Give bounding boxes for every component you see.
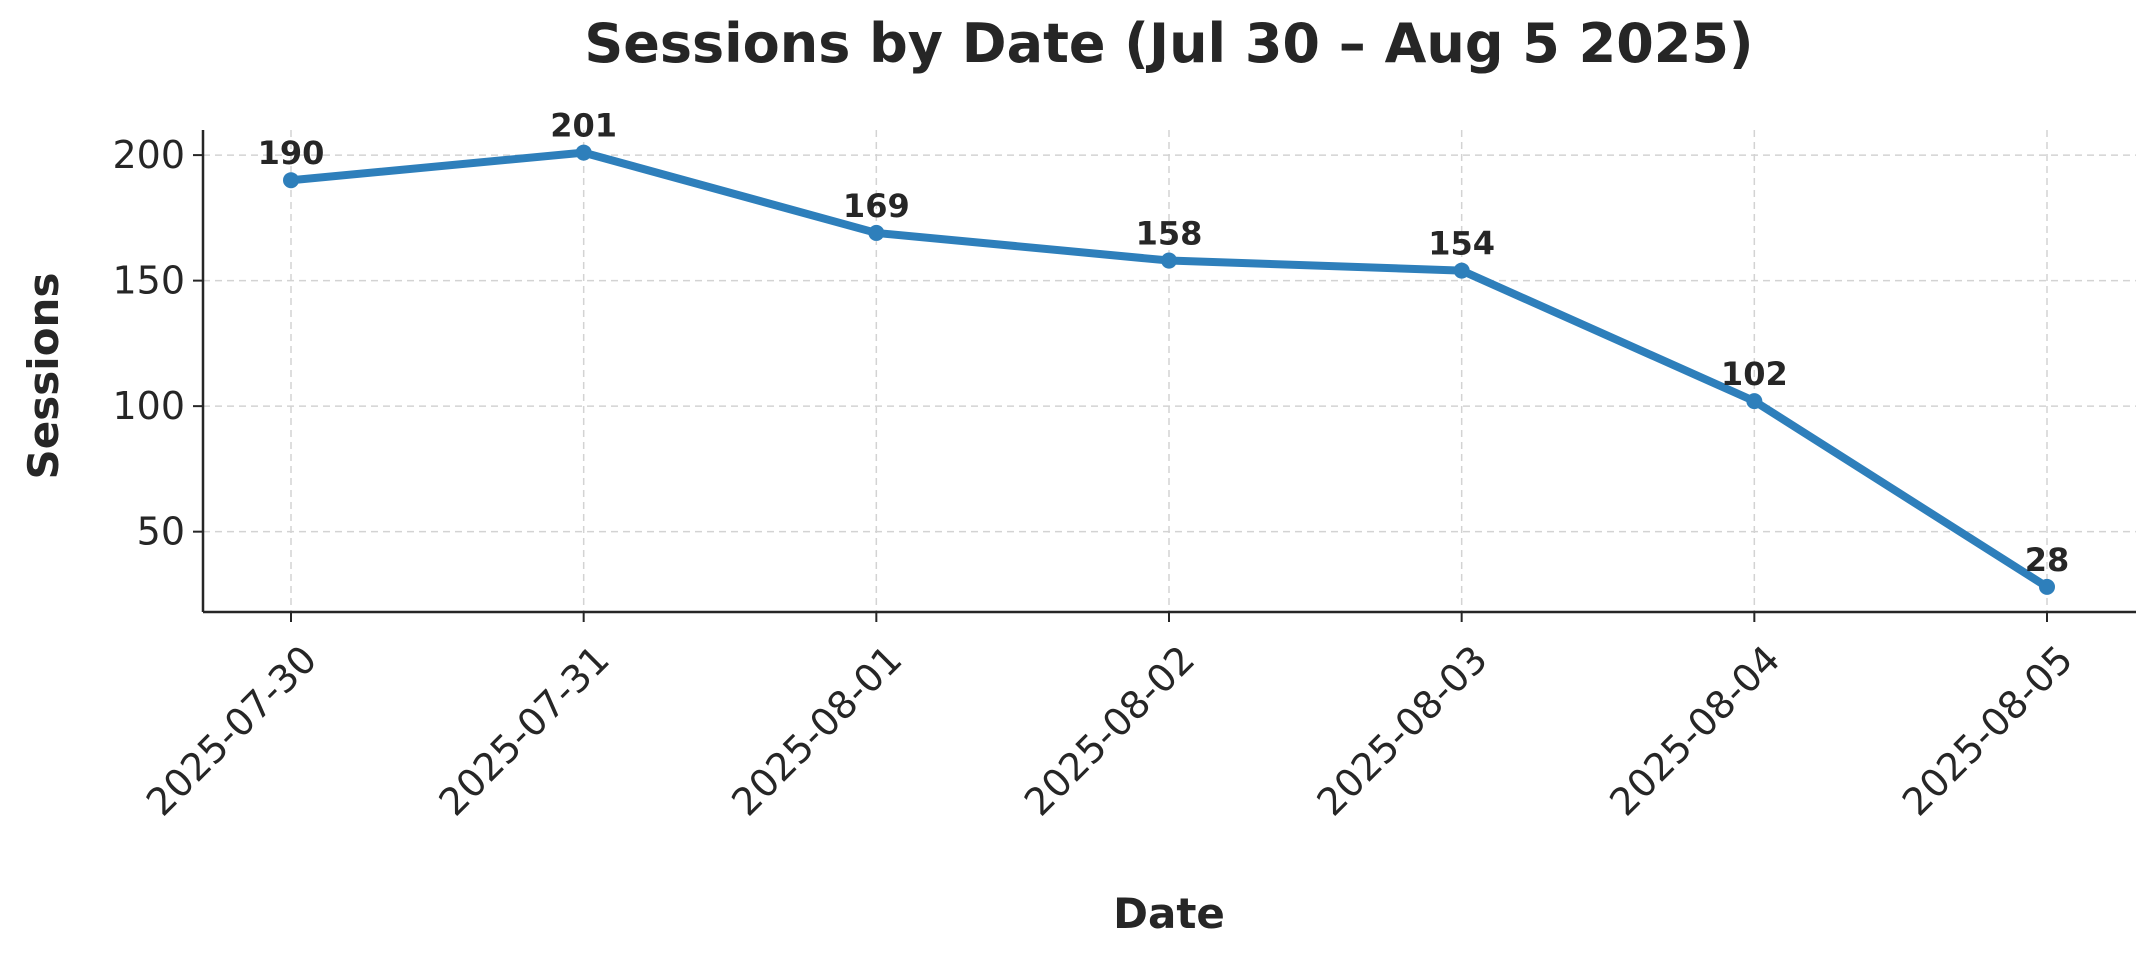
data-labels: 190 201 169 158 154 102 28: [258, 107, 2070, 579]
data-label: 169: [843, 187, 910, 225]
y-axis-ticks: 50 100 150 200: [112, 133, 203, 554]
x-tick-label: 2025-08-01: [723, 637, 910, 824]
data-point: [1161, 252, 1177, 269]
x-tick-label: 2025-07-30: [138, 637, 325, 824]
data-point: [1453, 262, 1470, 279]
data-label: 102: [1721, 355, 1788, 393]
x-tick-label: 2025-08-02: [1016, 637, 1203, 824]
x-tick-label: 2025-08-05: [1894, 637, 2081, 824]
series-group: [283, 144, 2055, 595]
data-point: [283, 172, 299, 189]
data-label: 28: [2025, 541, 2070, 579]
data-label: 201: [550, 107, 617, 145]
x-tick-label: 2025-08-03: [1309, 637, 1496, 824]
data-label: 154: [1428, 225, 1495, 263]
x-tick-label: 2025-07-31: [431, 637, 618, 824]
x-axis-ticks: 2025-07-30 2025-07-31 2025-08-01 2025-08-02…: [138, 612, 2081, 824]
x-tick-label: 2025-08-04: [1601, 637, 1788, 824]
grid: [203, 130, 2136, 612]
data-point: [2039, 578, 2055, 595]
y-tick-label: 150: [112, 259, 185, 303]
x-axis-title: Date: [1113, 889, 1225, 938]
data-label: 190: [258, 134, 325, 172]
chart-title: Sessions by Date (Jul 30 – Aug 5 2025): [584, 12, 1753, 75]
y-tick-label: 50: [137, 510, 185, 554]
y-tick-label: 100: [112, 384, 185, 428]
data-point: [1746, 393, 1763, 410]
y-tick-label: 200: [112, 133, 185, 177]
data-point: [868, 224, 885, 241]
y-axis-title: Sessions: [19, 273, 68, 480]
data-label: 158: [1136, 215, 1203, 253]
data-point: [575, 144, 592, 161]
